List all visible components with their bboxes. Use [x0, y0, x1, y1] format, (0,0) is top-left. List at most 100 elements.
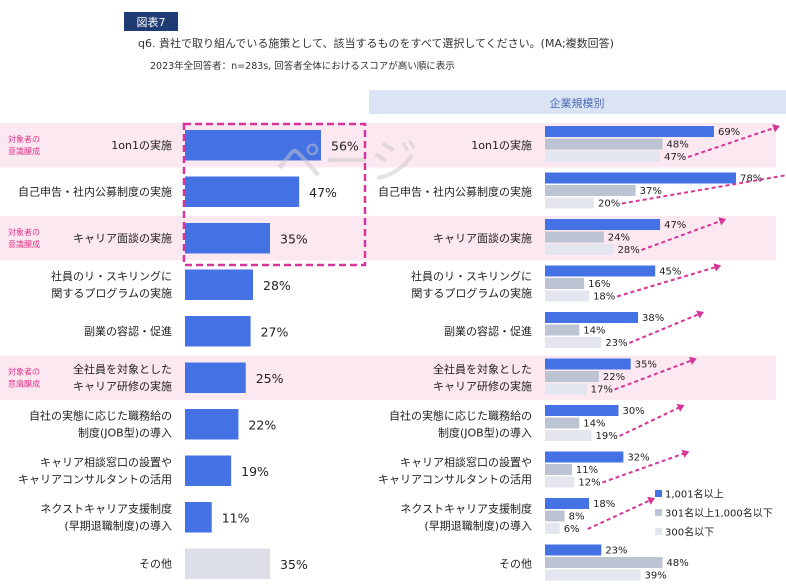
legend-swatch-series-1 — [655, 490, 662, 497]
size-bar-series-1 — [545, 358, 631, 370]
size-value-label: 78% — [740, 174, 762, 185]
size-bar-series-2 — [545, 371, 599, 382]
overall-value-label: 28% — [263, 278, 291, 293]
trend-arrow-head — [696, 310, 705, 319]
target-awareness-tag-line: 意識醸成 — [8, 239, 40, 249]
trend-arrow-head — [718, 217, 727, 226]
size-value-label: 18% — [593, 499, 615, 510]
size-category-label-line: ネクストキャリア支援制度 — [400, 502, 532, 516]
size-bar-series-1 — [545, 219, 661, 230]
overall-value-label: 35% — [280, 557, 308, 572]
trend-arrow-head — [647, 496, 656, 505]
category-label: 自社の実態に応じた職務給の制度(JOB型)の導入 — [29, 409, 172, 440]
trend-arrow-line — [587, 499, 651, 530]
size-category-label: ネクストキャリア支援制度 (早期退職制度)の導入 — [400, 502, 532, 533]
trend-arrow-head — [772, 124, 780, 133]
size-value-label: 14% — [583, 326, 605, 337]
category-label: 全社員を対象としたキャリア研修の実施 — [73, 362, 172, 393]
category-label-line: (早期退職制度)の導入 — [64, 519, 172, 533]
trend-arrow-head — [688, 356, 697, 365]
size-value-label: 14% — [583, 419, 605, 430]
size-value-label: 45% — [659, 267, 681, 278]
size-bar-series-3 — [545, 430, 592, 441]
trend-arrow-head — [681, 449, 690, 458]
highlight-dashed-box — [182, 122, 367, 267]
target-awareness-tag: 対象者の意識醸成 — [8, 367, 40, 389]
size-category-label-line: 関するプログラムの実施 — [411, 286, 532, 300]
size-bar-series-3 — [545, 151, 661, 162]
overall-value-label: 22% — [248, 417, 276, 432]
size-bar-series-2 — [545, 324, 580, 336]
figure-label-box — [124, 12, 178, 31]
overall-value-label: 11% — [222, 510, 250, 525]
trend-arrow-line — [619, 406, 680, 437]
category-label-line: 関するプログラムの実施 — [51, 286, 172, 300]
legend-swatch-series-3 — [655, 528, 662, 535]
category-label-line: 副業の容認・促進 — [84, 324, 172, 338]
size-bar-series-3 — [545, 569, 641, 581]
size-value-label: 18% — [593, 292, 615, 303]
trend-arrow-line — [628, 313, 699, 344]
size-bar-series-3 — [545, 383, 587, 395]
trend-arrow-line — [641, 220, 721, 251]
target-awareness-tag-line: 意識醸成 — [8, 146, 40, 156]
category-label-line: キャリア相談窓口の設置や — [40, 455, 172, 469]
legend: 1,001名以上 301名以上1,000名以下 300名以下 — [655, 488, 773, 539]
overall-bar — [185, 548, 270, 579]
category-label-line: 制度(JOB型)の導入 — [78, 426, 172, 440]
size-bar-series-3 — [545, 290, 590, 302]
size-bar-series-1 — [545, 544, 602, 556]
overall-bar — [185, 502, 212, 533]
category-label-line: 全社員を対象とした — [73, 362, 172, 376]
overall-bar-chart: 対象者の意識醸成 1on1の実施 56%自己申告・社内公募制度の実施 47%対象者の意… — [8, 130, 359, 579]
size-category-label-line: 自己申告・社内公募制度の実施 — [378, 185, 532, 199]
size-value-label: 37% — [640, 186, 662, 197]
category-label-line: 1on1の実施 — [111, 138, 172, 152]
size-category-label: 1on1の実施 — [471, 138, 532, 152]
size-category-label: 社員のリ・スキリングに関するプログラムの実施 — [411, 269, 532, 300]
category-label-line: キャリア研修の実施 — [73, 379, 172, 393]
size-category-label: 自社の実態に応じた職務給の制度(JOB型)の導入 — [389, 409, 532, 440]
category-label: キャリア相談窓口の設置やキャリアコンサルタントの活用 — [18, 455, 172, 486]
trend-arrow-line — [687, 126, 775, 158]
size-category-label-line: 自社の実態に応じた職務給の — [389, 409, 532, 423]
size-bar-series-2 — [545, 417, 580, 429]
overall-bar — [185, 130, 321, 161]
size-bar-series-2 — [545, 557, 663, 568]
right-header-box — [369, 90, 786, 114]
size-bar-series-1 — [545, 498, 590, 509]
highlight-row-band — [0, 355, 776, 400]
overall-value-label: 47% — [309, 185, 337, 200]
overall-value-label: 25% — [256, 371, 284, 386]
size-category-label: 全社員を対象としたキャリア研修の実施 — [433, 362, 532, 393]
size-category-label-line: 社員のリ・スキリングに — [411, 269, 532, 283]
size-value-label: 17% — [591, 385, 613, 396]
size-bar-series-2 — [545, 278, 585, 289]
size-bar-series-2 — [545, 138, 663, 150]
overall-bar — [185, 316, 251, 347]
category-label-line: ネクストキャリア支援制度 — [40, 502, 172, 516]
size-bar-series-3 — [545, 476, 575, 488]
target-awareness-tag-line: 対象者の — [8, 367, 40, 377]
size-bar-series-3 — [545, 244, 614, 255]
size-category-label-line: キャリアコンサルタントの活用 — [378, 473, 532, 486]
figure-label: 図表7 — [137, 15, 166, 29]
overall-value-label: 27% — [261, 324, 289, 339]
category-label: その他 — [139, 558, 172, 571]
size-value-label: 23% — [605, 546, 627, 557]
legend-label-series-3: 300名以下 — [665, 526, 714, 539]
trend-arrow-head — [676, 404, 685, 412]
size-category-label-line: (早期退職制度)の導入 — [424, 519, 532, 533]
size-category-label-line: 全社員を対象とした — [433, 362, 532, 376]
note-text: 2023年全回答者：n=283s, 回答者全体におけるスコアが高い順に表示 — [150, 60, 455, 72]
size-value-label: 32% — [627, 453, 649, 464]
size-bar-series-1 — [545, 126, 714, 137]
watermark: ページ — [275, 134, 418, 190]
overall-bar — [185, 223, 270, 254]
size-value-label: 16% — [588, 279, 610, 290]
size-bar-series-2 — [545, 185, 636, 196]
category-label-line: 自社の実態に応じた職務給の — [29, 409, 172, 423]
target-awareness-tag-line: 意識醸成 — [8, 379, 40, 389]
category-label-line: キャリア面談の実施 — [73, 231, 172, 245]
category-label: 自己申告・社内公募制度の実施 — [18, 185, 172, 199]
